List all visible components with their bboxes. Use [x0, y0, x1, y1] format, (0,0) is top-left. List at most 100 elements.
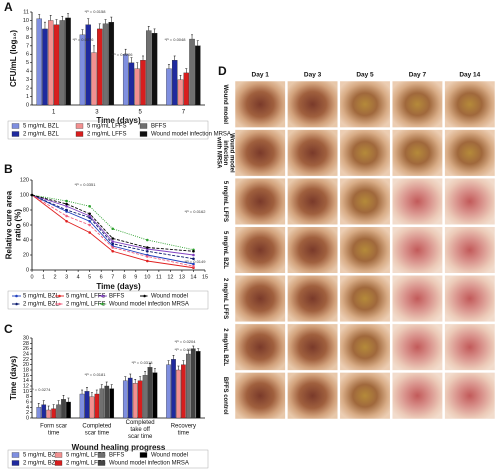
y-axis-title: CFU/mL (log₁₀) — [9, 30, 18, 87]
legend-label: 5 mg/mL LFFS — [66, 453, 105, 459]
point — [111, 242, 115, 246]
y-tick-label: 20 — [23, 252, 29, 258]
x-tick-label: 1 — [42, 274, 45, 280]
legend-label: 2 mg/mL LFFS — [87, 132, 126, 138]
y-tick-label: 22 — [23, 357, 29, 363]
x-tick-label: 12 — [167, 274, 173, 280]
legend-label: BFFS — [109, 453, 124, 459]
wound-photo — [444, 372, 496, 420]
bar — [122, 380, 128, 419]
legend-label: 5 mg/mL BZL — [23, 124, 59, 130]
wound-photo — [287, 80, 339, 128]
point — [146, 255, 149, 258]
legend-label: 5 mg/mL BZL — [23, 294, 59, 300]
y-tick-label: 18 — [23, 367, 29, 373]
y-tick-label: 120 — [20, 177, 29, 183]
annotation: *P = 0.0158 — [85, 9, 107, 14]
wound-photo — [339, 177, 391, 225]
legend-box — [7, 449, 209, 469]
x-tick-label: Completed scar time — [82, 423, 111, 436]
legend-swatch — [15, 302, 18, 306]
row-label: 2 mg/mL BZL — [222, 328, 228, 366]
legend-swatch — [101, 294, 104, 298]
bar — [146, 30, 152, 106]
wound-photo — [287, 226, 339, 274]
point — [88, 204, 91, 208]
y-tick-label: 80 — [23, 207, 29, 213]
y-tick-label: 0 — [26, 102, 29, 108]
bar — [36, 18, 42, 106]
x-tick-label: 9 — [134, 274, 137, 280]
bar — [142, 375, 148, 419]
x-tick-label: 13 — [179, 274, 185, 280]
bar — [183, 72, 189, 106]
x-tick-label: 2 — [54, 274, 57, 280]
wound-photo — [444, 323, 496, 371]
bar — [84, 391, 90, 419]
y-tick-label: 9 — [26, 26, 29, 32]
legend-swatch — [101, 302, 104, 306]
annotation: *P = 0.0048 — [165, 37, 187, 42]
point — [111, 227, 115, 231]
wound-photo — [234, 177, 286, 225]
point — [65, 199, 68, 203]
bar — [189, 38, 195, 106]
point — [192, 264, 195, 268]
legend-label: Wound model infection MRSA — [109, 302, 189, 308]
bar — [151, 32, 158, 106]
row-label: Wound model — [222, 85, 228, 125]
y-tick-label: 7 — [26, 43, 29, 49]
day-label: Day 5 — [356, 72, 374, 79]
wound-photo — [234, 226, 286, 274]
bar — [108, 21, 115, 106]
annotation: *P = 0.0318 — [132, 360, 154, 365]
legend-swatch — [139, 131, 148, 137]
day-label: Day 14 — [459, 72, 480, 79]
annotation: *P = 0.0206 — [112, 52, 134, 57]
point — [88, 219, 91, 223]
panel-label: D — [218, 64, 227, 78]
wound-photo — [287, 275, 339, 323]
x-tick-label: 7 — [111, 274, 114, 280]
y-tick-label: 12 — [23, 383, 29, 389]
bar — [36, 407, 42, 419]
y-tick-label: 3 — [26, 77, 29, 83]
row-label: BFFS control — [222, 377, 228, 415]
day-label: Day 3 — [304, 72, 322, 79]
wound-photo — [234, 372, 286, 420]
legend-label: BFFS — [151, 124, 166, 130]
y-tick-label: 8 — [26, 35, 29, 41]
point — [30, 193, 34, 197]
bar — [166, 68, 172, 106]
y-tick-label: 0 — [26, 267, 29, 273]
bar — [195, 45, 201, 106]
legend-label: 2 mg/mL LFFS — [66, 461, 105, 467]
point — [88, 223, 91, 227]
bar — [152, 372, 158, 419]
wound-photo — [234, 323, 286, 371]
wound-photo — [287, 129, 339, 177]
x-tick-label: Recovery time — [171, 423, 196, 436]
y-tick-label: 100 — [20, 192, 29, 198]
line — [31, 194, 194, 251]
bar — [171, 60, 178, 106]
bar — [42, 28, 48, 106]
x-tick-label: 7 — [182, 110, 186, 116]
legend-swatch — [11, 452, 20, 458]
point — [192, 249, 195, 253]
day-label: Day 1 — [252, 72, 270, 79]
legend-swatch — [11, 460, 20, 466]
wound-photo — [339, 323, 391, 371]
y-tick-label: 6 — [26, 52, 29, 58]
wound-photo — [391, 226, 443, 274]
y-tick-label: 26 — [23, 346, 29, 352]
line — [31, 194, 194, 252]
bar — [59, 20, 66, 106]
point — [111, 246, 115, 249]
wound-photo — [444, 177, 496, 225]
wound-photo — [444, 80, 496, 128]
row-label: 5 mg/mL BZL — [222, 231, 228, 269]
point — [65, 208, 68, 212]
bar — [127, 377, 133, 419]
bar — [97, 28, 103, 106]
